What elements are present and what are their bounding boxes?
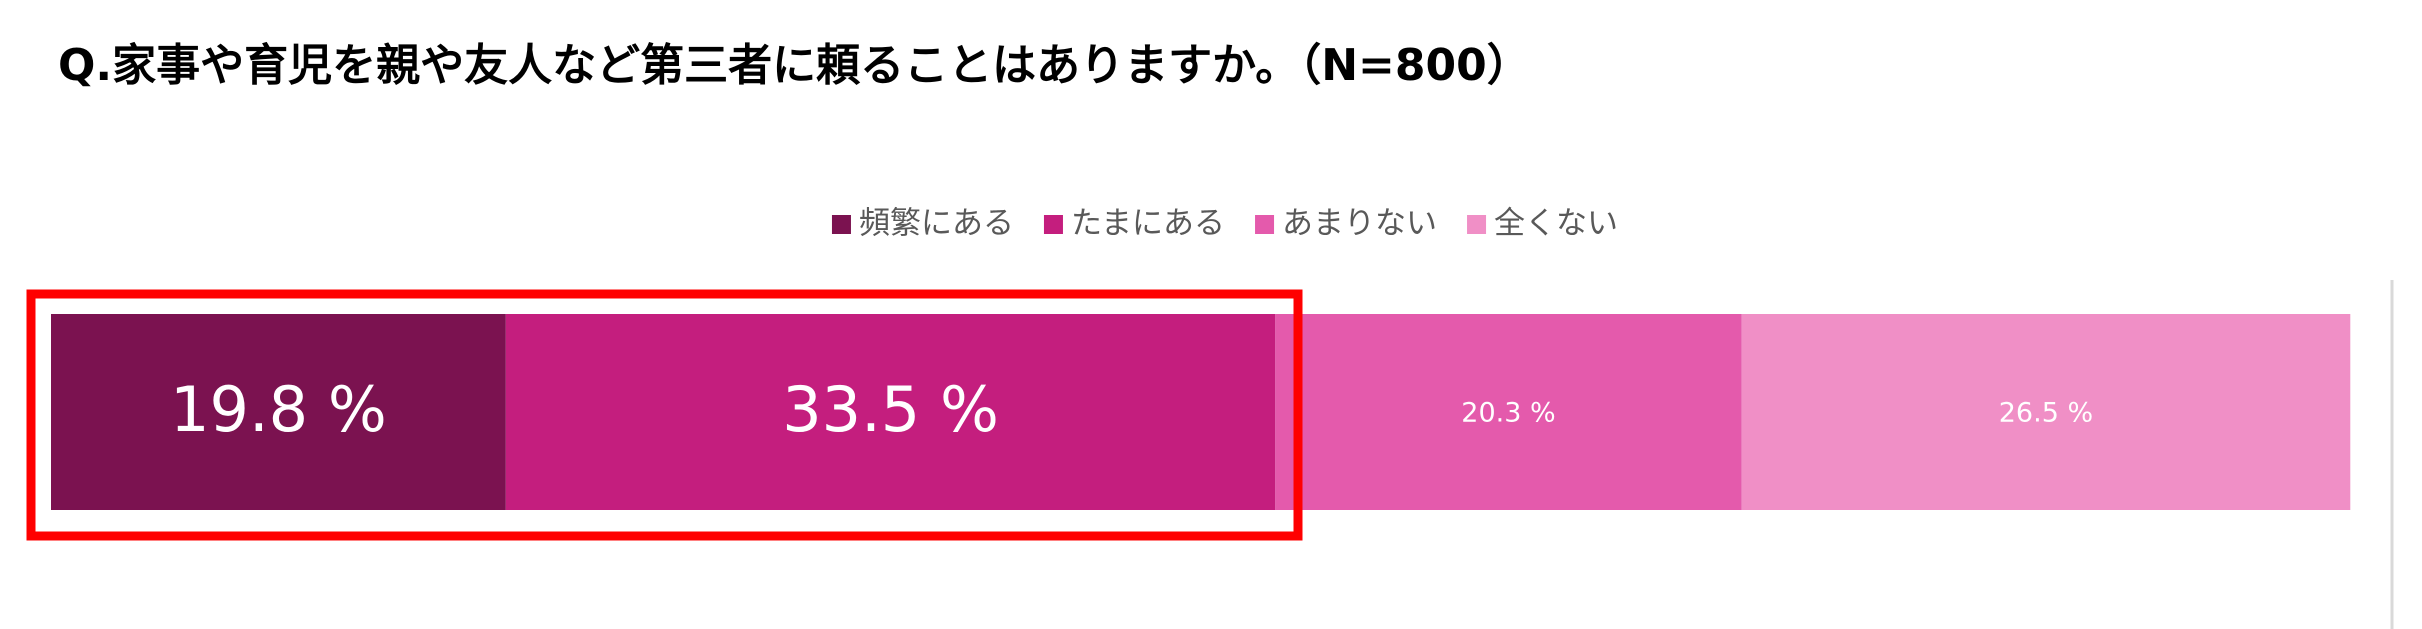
bar-segment xyxy=(1275,314,1742,510)
legend-swatch xyxy=(1043,215,1063,234)
bars: 19.8 % 33.5 % 20.3 % 26.5 % xyxy=(51,314,2351,510)
data-label: 26.5 % xyxy=(1999,398,2093,429)
bar-segment xyxy=(51,314,506,510)
data-label: 19.8 % xyxy=(170,373,387,446)
legend-swatch xyxy=(831,215,851,234)
legend-label: たまにある xyxy=(1071,206,1225,242)
highlight-box xyxy=(26,289,1303,541)
bar-segment xyxy=(505,314,1276,510)
legend-label: あまりない xyxy=(1282,206,1437,242)
chart-title: Q.家事や育児を親や友人など第三者に頼ることはありますか。（N=800） xyxy=(58,40,1531,91)
legend-label: 頻繁にある xyxy=(859,206,1014,242)
data-label: 20.3 % xyxy=(1461,398,1555,429)
bar-segment xyxy=(1741,314,2351,510)
legend-swatch xyxy=(1467,215,1487,234)
legend-label: 全くない xyxy=(1494,206,1618,242)
legend: 頻繁にある たまにある あまりない 全くない xyxy=(831,206,1618,242)
legend-swatch xyxy=(1255,215,1275,234)
data-label: 33.5 % xyxy=(782,373,999,446)
